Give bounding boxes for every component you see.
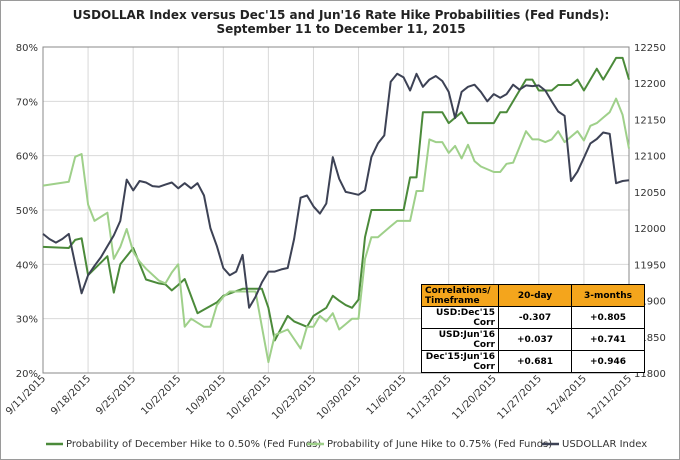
y-left-tick-label: 70% (16, 97, 38, 108)
table-header-3-months: 3-months (571, 284, 645, 307)
y-left-tick-label: 50% (16, 206, 38, 217)
x-tick-label: 10/23/2015 (270, 373, 319, 422)
table-cell-20-day: +0.681 (498, 350, 572, 373)
x-tick-label: 12/4/2015 (545, 373, 589, 417)
x-tick-label: 11/13/2015 (405, 373, 454, 422)
y-left-tick-label: 40% (16, 260, 38, 271)
y-right-tick-label: 12100 (634, 152, 666, 163)
y-right-tick-label: 12200 (634, 79, 666, 90)
y-left-tick-label: 30% (16, 315, 38, 326)
y-right-tick-label: 12050 (634, 188, 666, 199)
series-line-june-hike (42, 97, 630, 364)
legend-label-usdollar: USDOLLAR Index (562, 439, 647, 450)
y-left-tick-label: 20% (16, 369, 38, 380)
x-tick-label: 11/6/2015 (365, 373, 409, 417)
legend-label-june: Probability of June Hike to 0.75% (Fed F… (327, 439, 552, 450)
table-cell-20-day: +0.037 (498, 328, 572, 351)
table-row: Dec'15:Jun'16 Corr +0.681 +0.946 (421, 350, 645, 373)
chart-title-line-1: USDOLLAR Index versus Dec'15 and Jun'16 … (73, 8, 610, 22)
table-row: USD:Dec'15 Corr -0.307 +0.805 (421, 306, 645, 329)
table-header-20-day: 20-day (498, 284, 572, 307)
x-tick-label: 9/25/2015 (94, 373, 138, 417)
y-left-tick-label: 80% (16, 43, 38, 54)
x-tick-label: 10/16/2015 (225, 373, 274, 422)
y-right-tick-label: 11800 (634, 369, 666, 380)
x-tick-label: 10/30/2015 (315, 373, 364, 422)
y-axis-left: 20% 30% 40% 50% 60% 70% 80% (16, 43, 38, 380)
y-right-tick-label: 12000 (634, 224, 666, 235)
x-axis: 9/11/2015 9/18/2015 9/25/2015 10/2/2015 10/9… (4, 373, 634, 422)
x-tick-label: 10/2/2015 (139, 373, 183, 417)
y-right-tick-label: 12150 (634, 115, 666, 126)
table-cell-3-months: +0.805 (571, 306, 645, 329)
table-cell-3-months: +0.741 (571, 328, 645, 351)
x-tick-label: 12/11/2015 (586, 373, 635, 422)
table-cell-3-months: +0.946 (571, 350, 645, 373)
series-line-usdollar (42, 72, 630, 309)
table-row-label: USD:Jun'16 Corr (421, 328, 499, 351)
y-axis-right: 11800 11850 11900 11950 12000 12050 12100 12150… (634, 43, 666, 380)
plot-area-border (42, 46, 630, 374)
table-row-label: Dec'15:Jun'16 Corr (421, 350, 499, 373)
y-left-tick-label: 60% (16, 152, 38, 163)
table-row-label: USD:Dec'15 Corr (421, 306, 499, 329)
correlation-table: Correlations/ Timeframe 20-day 3-months … (421, 284, 645, 373)
table-row: USD:Jun'16 Corr +0.037 +0.741 (421, 328, 645, 351)
chart-title-line-2: September 11 to December 11, 2015 (216, 22, 465, 36)
y-right-tick-label: 11850 (634, 333, 666, 344)
gridlines (42, 46, 630, 374)
series-layer (42, 56, 630, 364)
legend-label-december: Probability of December Hike to 0.50% (F… (66, 439, 321, 450)
table-header-row: Correlations/ Timeframe 20-day 3-months (421, 284, 645, 307)
legend: Probability of December Hike to 0.50% (F… (46, 439, 647, 450)
y-right-tick-label: 12250 (634, 43, 666, 54)
x-tick-label: 9/18/2015 (49, 373, 93, 417)
x-tick-label: 11/20/2015 (450, 373, 499, 422)
x-tick-label: 11/27/2015 (495, 373, 544, 422)
y-right-tick-label: 11950 (634, 260, 666, 271)
table-cell-20-day: -0.307 (498, 306, 572, 329)
table-header-timeframe: Correlations/ Timeframe (421, 284, 499, 307)
y-right-tick-label: 11900 (634, 297, 666, 308)
x-tick-label: 10/9/2015 (184, 373, 228, 417)
